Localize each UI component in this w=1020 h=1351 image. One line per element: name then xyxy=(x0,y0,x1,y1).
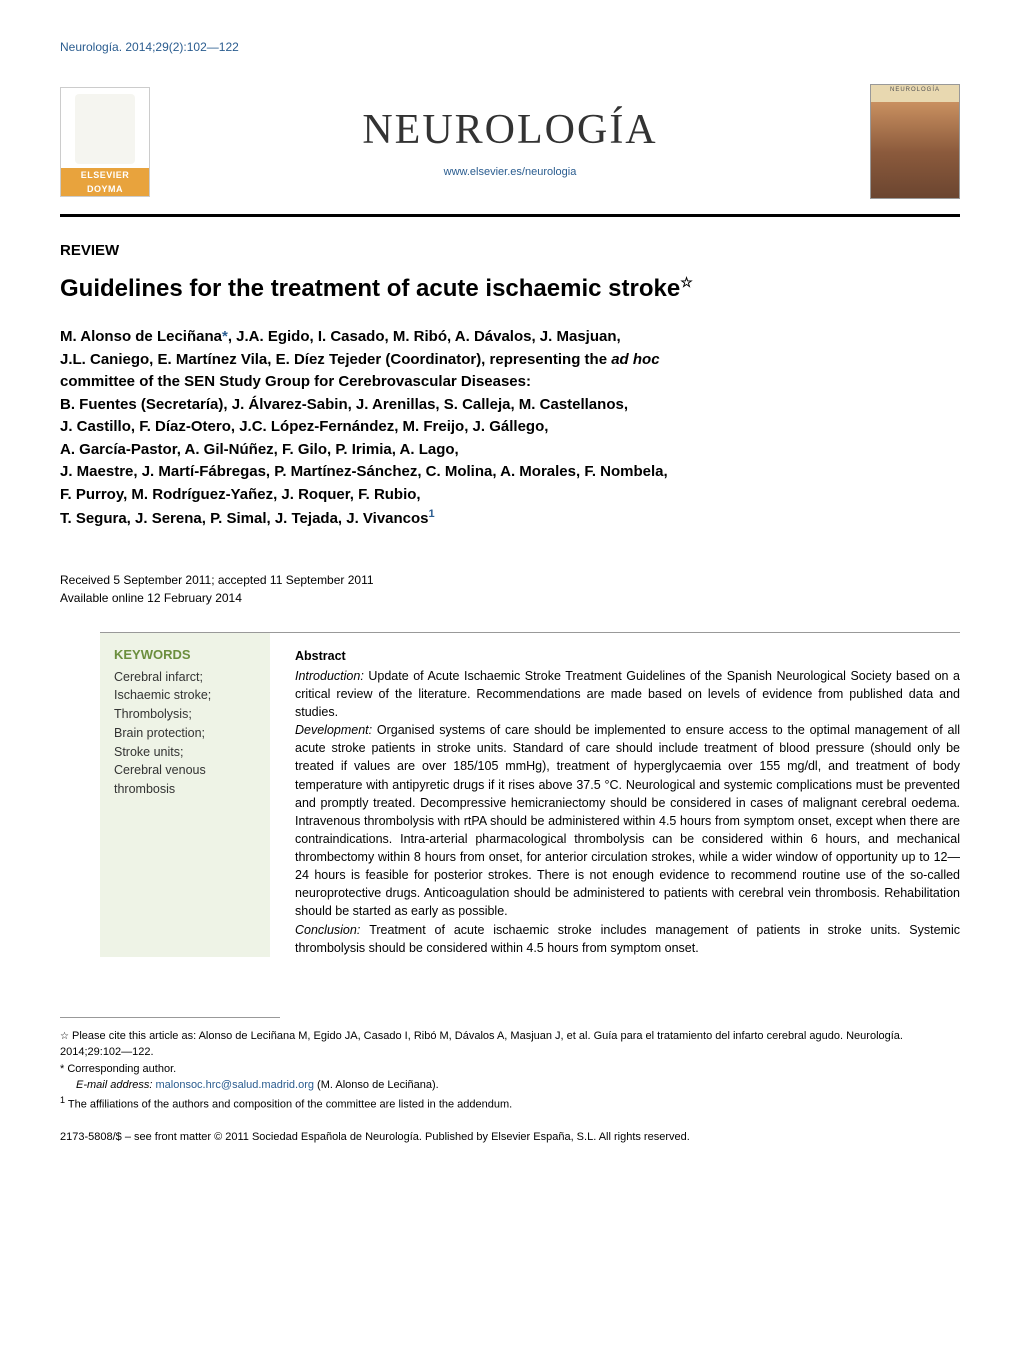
footnote-star-icon: ☆ xyxy=(60,1031,69,1042)
footnotes: ☆ Please cite this article as: Alonso de… xyxy=(60,1018,960,1113)
dev-label: Development: xyxy=(295,723,377,737)
keyword-item: Ischaemic stroke; xyxy=(114,686,256,705)
authors-line-1: M. Alonso de Leciñana*, J.A. Egido, I. C… xyxy=(60,326,960,349)
authors-line-3: committee of the SEN Study Group for Cer… xyxy=(60,371,960,394)
authors-line-2-text: J.L. Caniego, E. Martínez Vila, E. Díez … xyxy=(60,351,611,368)
concl-label: Conclusion: xyxy=(295,923,369,937)
concl-text: Treatment of acute ischaemic stroke incl… xyxy=(295,923,960,955)
keyword-item: Cerebral infarct; xyxy=(114,668,256,687)
footnote-affiliation: 1 The affiliations of the authors and co… xyxy=(60,1094,960,1113)
footnote-corresponding: * Corresponding author. xyxy=(60,1061,960,1078)
citation-text: Neurología. 2014;29(2):102—122 xyxy=(60,40,239,54)
publisher-name-bottom: DOYMA xyxy=(61,182,149,196)
article-type: REVIEW xyxy=(60,242,960,259)
available-online-date: Available online 12 February 2014 xyxy=(60,589,960,607)
footnote-email: E-mail address: malonsoc.hrc@salud.madri… xyxy=(60,1077,960,1094)
keyword-item: Brain protection; xyxy=(114,724,256,743)
journal-url[interactable]: www.elsevier.es/neurologia xyxy=(150,166,870,178)
email-after: (M. Alonso de Leciñana). xyxy=(314,1079,439,1091)
journal-title: NEUROLOGÍA xyxy=(150,106,870,154)
header-citation: Neurología. 2014;29(2):102—122 xyxy=(60,40,960,54)
keyword-item: Stroke units; xyxy=(114,743,256,762)
copyright-line: 2173-5808/$ – see front matter © 2011 So… xyxy=(60,1131,960,1143)
article-title: Guidelines for the treatment of acute is… xyxy=(60,273,960,304)
received-accepted-date: Received 5 September 2011; accepted 11 S… xyxy=(60,571,960,589)
intro-text: Update of Acute Ischaemic Stroke Treatme… xyxy=(295,669,960,719)
abstract-heading: Abstract xyxy=(295,647,960,665)
publisher-logo: ELSEVIER DOYMA xyxy=(60,87,150,197)
authors-line-8: F. Purroy, M. Rodríguez-Yañez, J. Roquer… xyxy=(60,484,960,507)
abstract-body: Abstract Introduction: Update of Acute I… xyxy=(295,633,960,957)
authors-line-6: A. García-Pastor, A. Gil-Núñez, F. Gilo,… xyxy=(60,439,960,462)
authors-line-4: B. Fuentes (Secretaría), J. Álvarez-Sabi… xyxy=(60,394,960,417)
affiliation-superscript: 1 xyxy=(429,508,435,520)
publisher-name-top: ELSEVIER xyxy=(61,168,149,182)
email-link[interactable]: malonsoc.hrc@salud.madrid.org xyxy=(155,1079,314,1091)
authors-line-9: T. Segura, J. Serena, P. Simal, J. Tejad… xyxy=(60,506,960,531)
authors-line-7: J. Maestre, J. Martí-Fábregas, P. Martín… xyxy=(60,461,960,484)
footnote-citation-text: Please cite this article as: Alonso de L… xyxy=(60,1030,903,1059)
journal-cover-thumbnail: NEUROLOGÍA xyxy=(870,84,960,199)
authors-line-9-text: T. Segura, J. Serena, P. Simal, J. Tejad… xyxy=(60,510,429,527)
footnote-citation: ☆ Please cite this article as: Alonso de… xyxy=(60,1028,960,1061)
elsevier-tree-icon xyxy=(75,94,135,164)
dev-text: Organised systems of care should be impl… xyxy=(295,723,960,918)
authors-adhoc-italic: ad hoc xyxy=(611,351,659,368)
keyword-item: Cerebral venous thrombosis xyxy=(114,761,256,799)
abstract-container: KEYWORDS Cerebral infarct; Ischaemic str… xyxy=(100,632,960,957)
intro-label: Introduction: xyxy=(295,669,368,683)
abstract-conclusion: Conclusion: Treatment of acute ischaemic… xyxy=(295,921,960,957)
abstract-introduction: Introduction: Update of Acute Ischaemic … xyxy=(295,667,960,721)
keywords-list: Cerebral infarct; Ischaemic stroke; Thro… xyxy=(114,668,256,799)
journal-title-block: NEUROLOGÍA www.elsevier.es/neurologia xyxy=(150,106,870,178)
abstract-development: Development: Organised systems of care s… xyxy=(295,721,960,920)
authors-block: M. Alonso de Leciñana*, J.A. Egido, I. C… xyxy=(60,326,960,531)
footnote-corresp-text: Corresponding author. xyxy=(64,1063,176,1075)
authors-line-5: J. Castillo, F. Díaz-Otero, J.C. López-F… xyxy=(60,416,960,439)
footnote-affil-text: The affiliations of the authors and comp… xyxy=(65,1098,512,1110)
title-footnote-star-icon: ☆ xyxy=(680,274,693,290)
keywords-heading: KEYWORDS xyxy=(114,647,256,662)
article-title-text: Guidelines for the treatment of acute is… xyxy=(60,275,680,302)
journal-banner: ELSEVIER DOYMA NEUROLOGÍA www.elsevier.e… xyxy=(60,74,960,217)
authors-line-1-rest: , J.A. Egido, I. Casado, M. Ribó, A. Dáv… xyxy=(228,328,621,345)
journal-url-text: www.elsevier.es/neurologia xyxy=(444,166,577,178)
authors-line-2: J.L. Caniego, E. Martínez Vila, E. Díez … xyxy=(60,349,960,372)
corresponding-author-name: M. Alonso de Leciñana xyxy=(60,328,222,345)
cover-thumb-title: NEUROLOGÍA xyxy=(871,87,959,93)
keywords-box: KEYWORDS Cerebral infarct; Ischaemic str… xyxy=(100,633,270,957)
article-dates: Received 5 September 2011; accepted 11 S… xyxy=(60,571,960,607)
email-label: E-mail address: xyxy=(76,1079,155,1091)
keyword-item: Thrombolysis; xyxy=(114,705,256,724)
